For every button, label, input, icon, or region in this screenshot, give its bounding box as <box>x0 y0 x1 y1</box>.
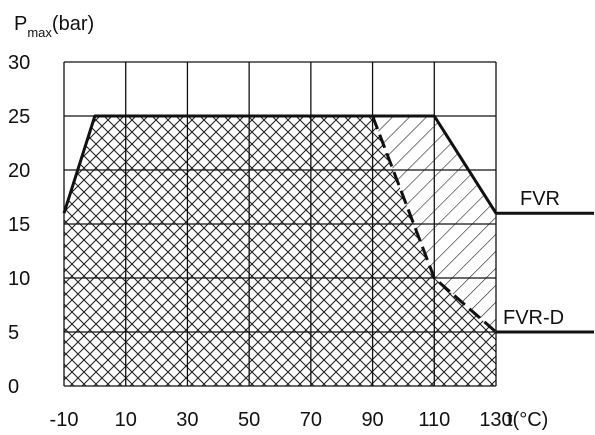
y-tick-label: 15 <box>8 214 30 236</box>
y-axis-title: Pmax(bar) <box>14 13 94 40</box>
series-lines <box>62 114 594 334</box>
x-tick-label: 30 <box>176 409 198 431</box>
y-tick-label: 20 <box>8 160 30 182</box>
y-tick-label: 5 <box>8 322 19 344</box>
x-tick-label: -10 <box>50 409 79 431</box>
y-axis-ticks: 0 5 10 15 20 25 30 <box>8 52 30 398</box>
x-tick-label: 10 <box>115 409 137 431</box>
x-tick-label: 70 <box>300 409 322 431</box>
x-tick-label: 110 <box>418 409 450 431</box>
x-axis-ticks: -10 10 30 50 70 90 110 130 <box>50 409 513 431</box>
series-line-fvr-d <box>371 115 497 334</box>
fvr-d-region <box>64 116 496 386</box>
x-axis-title: t(°C) <box>507 409 548 431</box>
y-tick-label: 30 <box>8 52 30 74</box>
y-tick-label: 25 <box>8 106 30 128</box>
x-tick-label: 50 <box>238 409 260 431</box>
y-tick-label: 0 <box>8 376 19 398</box>
x-tick-label: 90 <box>361 409 383 431</box>
series-label-fvr: FVR <box>520 188 560 210</box>
x-tick-label: 130 <box>479 409 512 431</box>
plot-fills <box>64 116 496 386</box>
y-tick-label: 10 <box>8 268 30 290</box>
series-label-fvr-d: FVR-D <box>503 307 564 329</box>
series-line-fvr <box>62 114 594 215</box>
